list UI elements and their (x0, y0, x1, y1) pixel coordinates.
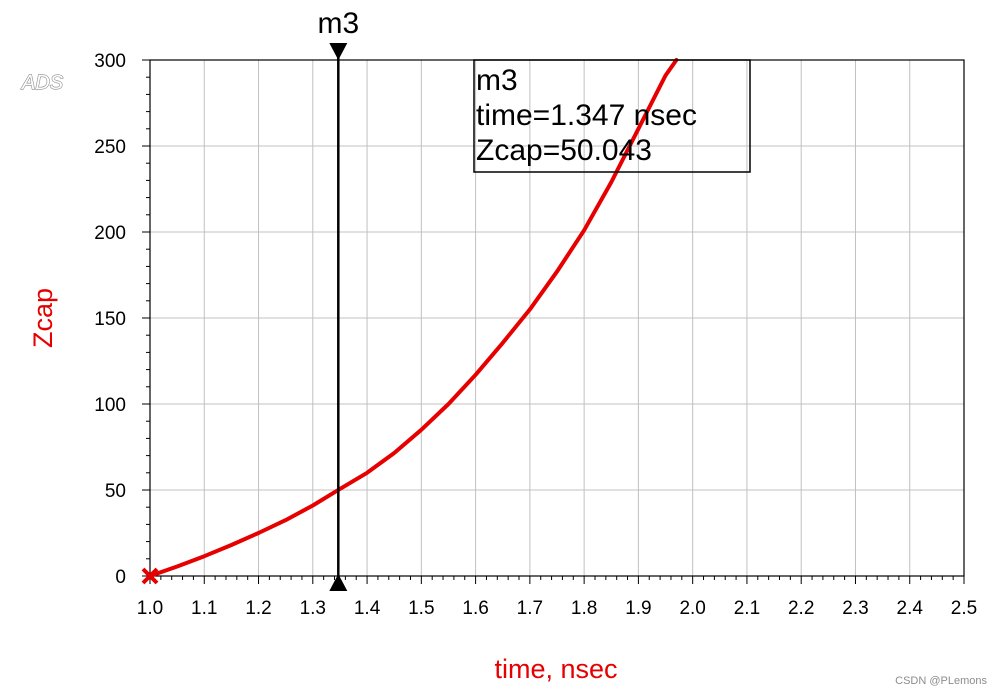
x-tick-label: 1.8 (571, 598, 597, 619)
x-tick-label: 1.5 (408, 598, 434, 619)
y-tick-label: 150 (94, 309, 126, 330)
x-tick-labels: 1.0 1.1 1.2 1.3 1.4 1.5 1.6 1.7 1.8 1.9 2.0 2.1 2.2 2… (137, 598, 977, 619)
x-tick-label: 1.1 (191, 598, 217, 619)
marker-readout-time: time=1.347 nsec (476, 99, 697, 132)
y-tick-label: 200 (94, 223, 126, 244)
axis-ticks (142, 59, 965, 584)
x-tick-label: 2.3 (842, 598, 868, 619)
marker-readout-box[interactable]: m3 time=1.347 nsec Zcap=50.043 (473, 59, 751, 173)
start-point-stroke-b (141, 567, 159, 585)
y-tick-labels: 0 50 100 150 200 250 300 (94, 51, 126, 588)
x-tick-label: 1.4 (354, 598, 381, 619)
marker-m3[interactable]: m3 (317, 7, 359, 591)
x-axis-title: time, nsec (494, 654, 617, 684)
y-tick-label: 100 (94, 395, 126, 416)
x-tick-label: 2.5 (951, 598, 977, 619)
marker-label: m3 (317, 7, 359, 40)
marker-readout-name: m3 (476, 64, 518, 97)
series-line-0 (148, 58, 679, 578)
trace-layer (141, 58, 679, 585)
y-axis-title: Zcap (28, 288, 58, 348)
x-tick-label: 2.2 (788, 598, 814, 619)
marker-readout-frame (473, 59, 751, 173)
x-tick-label: 1.6 (462, 598, 488, 619)
x-tick-label: 1.3 (300, 598, 326, 619)
y-tick-label: 300 (94, 51, 126, 72)
x-tick-label: 2.4 (897, 598, 924, 619)
x-tick-label: 2.1 (734, 598, 760, 619)
marker-bottom-triangle (329, 574, 348, 591)
x-tick-label: 1.0 (137, 598, 163, 619)
y-tick-label: 250 (94, 137, 126, 158)
x-tick-label: 1.2 (245, 598, 271, 619)
x-tick-label: 2.0 (679, 598, 705, 619)
ads-logo: ADS (21, 72, 64, 94)
y-tick-label: 0 (115, 567, 126, 588)
marker-readout-zcap: Zcap=50.043 (476, 134, 652, 167)
marker-top-triangle (329, 43, 348, 60)
start-point-x-marker (141, 567, 159, 585)
x-tick-label: 1.9 (625, 598, 651, 619)
x-tick-label: 1.7 (517, 598, 543, 619)
watermark: CSDN @PLemons (895, 675, 987, 687)
y-tick-label: 50 (105, 481, 126, 502)
